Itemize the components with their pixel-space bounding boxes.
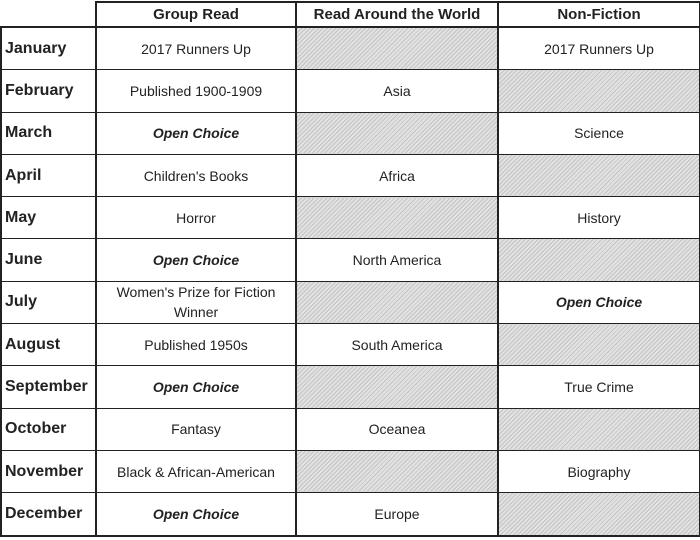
cell-read-around-the-world: Asia bbox=[295, 69, 499, 113]
month-cell: October bbox=[0, 407, 97, 451]
cell-group-read: Fantasy bbox=[95, 407, 297, 451]
table-row: May Horror History bbox=[0, 196, 700, 240]
month-cell: September bbox=[0, 365, 97, 409]
cell-non-fiction: Open Choice bbox=[497, 280, 700, 325]
cell-group-read: Published 1900-1909 bbox=[95, 69, 297, 113]
hatched-empty-cell bbox=[295, 26, 499, 71]
hatched-empty-cell bbox=[497, 69, 700, 113]
table-row: September Open Choice True Crime bbox=[0, 365, 700, 409]
month-cell: July bbox=[0, 280, 97, 325]
cell-group-read: Open Choice bbox=[95, 111, 297, 155]
month-cell: February bbox=[0, 69, 97, 113]
cell-group-read: 2017 Runners Up bbox=[95, 26, 297, 71]
cell-group-read: Children's Books bbox=[95, 153, 297, 198]
header-non-fiction: Non-Fiction bbox=[497, 1, 700, 28]
table-row: October Fantasy Oceanea bbox=[0, 407, 700, 451]
cell-group-read: Open Choice bbox=[95, 492, 297, 537]
cell-group-read: Horror bbox=[95, 196, 297, 240]
table-row: February Published 1900-1909 Asia bbox=[0, 69, 700, 113]
hatched-empty-cell bbox=[295, 280, 499, 325]
table-row: June Open Choice North America bbox=[0, 238, 700, 282]
table-row: January 2017 Runners Up 2017 Runners Up bbox=[0, 26, 700, 71]
hatched-empty-cell bbox=[497, 153, 700, 198]
hatched-empty-cell bbox=[497, 238, 700, 282]
table-row: July Women's Prize for Fiction Winner Open… bbox=[0, 280, 700, 325]
corner-cell bbox=[1, 2, 97, 28]
cell-read-around-the-world: Africa bbox=[295, 153, 499, 198]
month-cell: April bbox=[0, 153, 97, 198]
month-cell: January bbox=[0, 26, 97, 71]
cell-read-around-the-world: South America bbox=[295, 323, 499, 367]
hatched-empty-cell bbox=[295, 196, 499, 240]
hatched-empty-cell bbox=[295, 449, 499, 494]
table-row: December Open Choice Europe bbox=[0, 492, 700, 537]
cell-group-read: Black & African-American bbox=[95, 449, 297, 494]
hatched-empty-cell bbox=[497, 492, 700, 537]
table-row: November Black & African-American Biograph… bbox=[0, 449, 700, 494]
month-cell: May bbox=[0, 196, 97, 240]
table-row: April Children's Books Africa bbox=[0, 153, 700, 198]
cell-group-read: Women's Prize for Fiction Winner bbox=[95, 280, 297, 325]
month-cell: December bbox=[0, 492, 97, 537]
month-cell: August bbox=[0, 323, 97, 367]
cell-non-fiction: Science bbox=[497, 111, 700, 155]
hatched-empty-cell bbox=[497, 407, 700, 451]
cell-non-fiction: 2017 Runners Up bbox=[497, 26, 700, 71]
month-cell: June bbox=[0, 238, 97, 282]
cell-non-fiction: History bbox=[497, 196, 700, 240]
hatched-empty-cell bbox=[497, 323, 700, 367]
table-row: March Open Choice Science bbox=[0, 111, 700, 155]
cell-read-around-the-world: Europe bbox=[295, 492, 499, 537]
table-row: August Published 1950s South America bbox=[0, 323, 700, 367]
cell-non-fiction: Biography bbox=[497, 449, 700, 494]
header-row: Group Read Read Around the World Non-Fic… bbox=[1, 1, 700, 28]
hatched-empty-cell bbox=[295, 365, 499, 409]
header-read-around-the-world: Read Around the World bbox=[295, 1, 499, 28]
cell-group-read: Published 1950s bbox=[95, 323, 297, 367]
header-group-read: Group Read bbox=[95, 1, 297, 28]
cell-group-read: Open Choice bbox=[95, 365, 297, 409]
cell-read-around-the-world: North America bbox=[295, 238, 499, 282]
month-cell: November bbox=[0, 449, 97, 494]
month-cell: March bbox=[0, 111, 97, 155]
cell-non-fiction: True Crime bbox=[497, 365, 700, 409]
hatched-empty-cell bbox=[295, 111, 499, 155]
cell-group-read: Open Choice bbox=[95, 238, 297, 282]
cell-read-around-the-world: Oceanea bbox=[295, 407, 499, 451]
